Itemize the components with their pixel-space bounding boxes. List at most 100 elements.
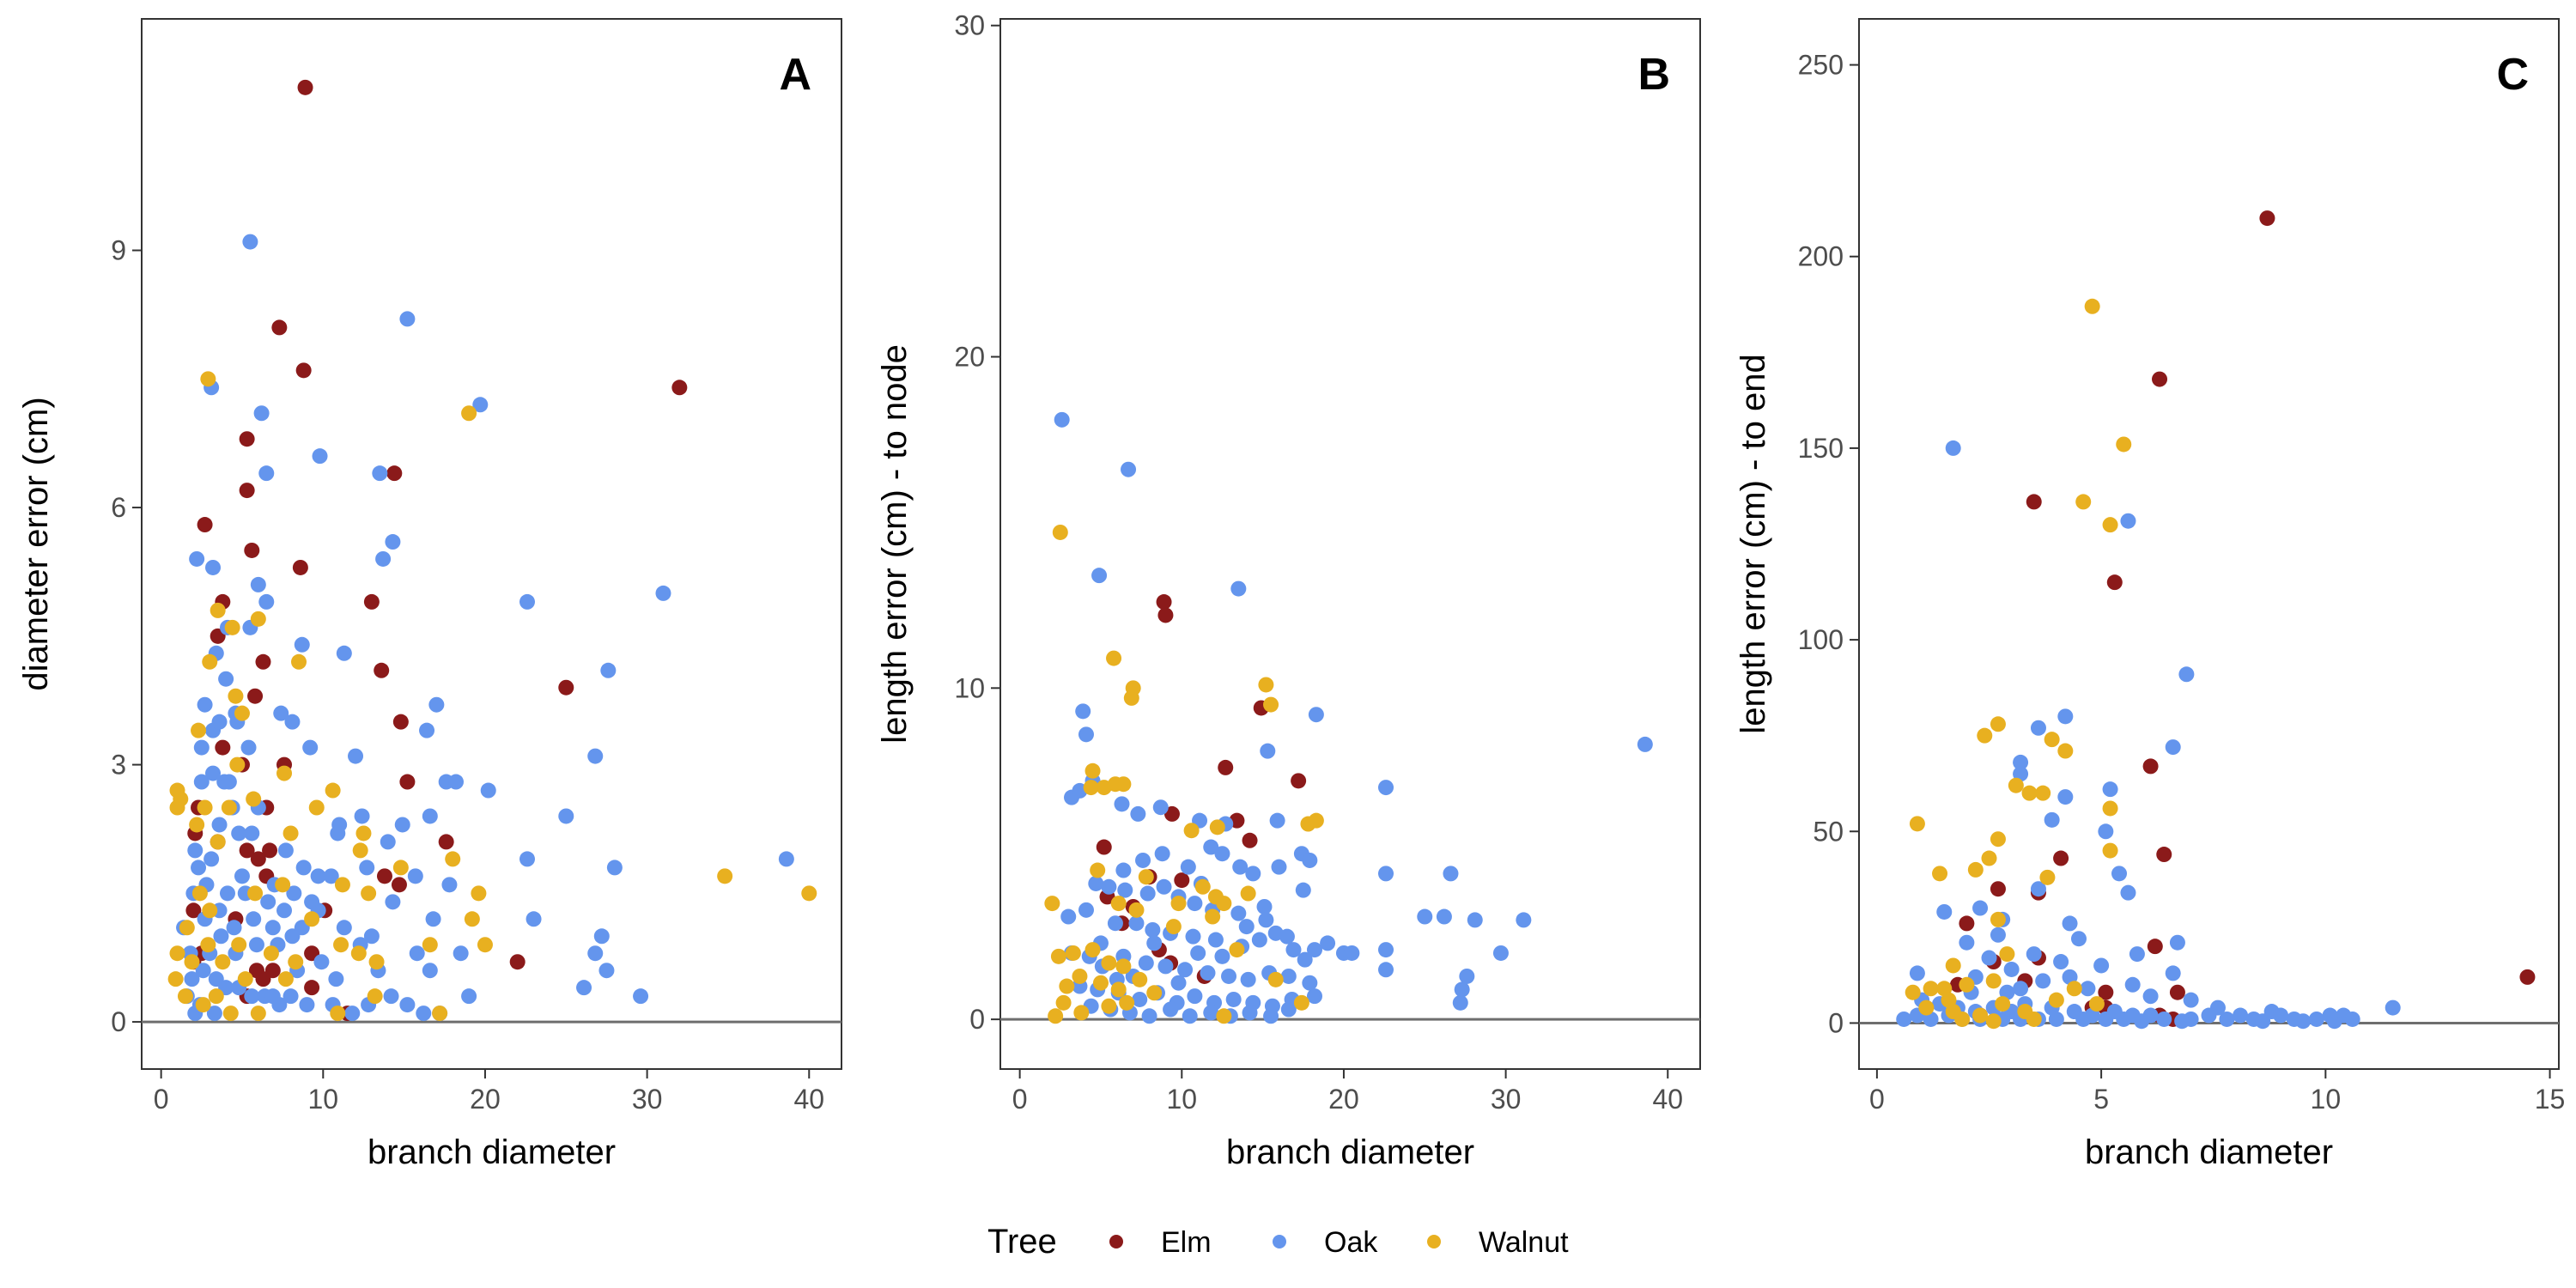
data-point-oak xyxy=(250,576,266,592)
data-point-oak xyxy=(260,894,276,910)
data-point-walnut xyxy=(1990,716,2006,732)
data-point-elm xyxy=(1990,881,2006,897)
data-point-oak xyxy=(204,851,220,867)
data-point-oak xyxy=(205,765,222,781)
data-point-oak xyxy=(302,739,319,756)
data-point-oak xyxy=(1200,965,1216,981)
data-point-walnut xyxy=(222,1005,239,1022)
data-point-oak xyxy=(344,1005,361,1022)
data-point-elm xyxy=(262,842,278,859)
data-point-walnut xyxy=(1107,776,1123,793)
data-point-elm xyxy=(1174,872,1190,889)
data-point-elm xyxy=(2156,847,2172,863)
data-point-oak xyxy=(2102,781,2118,798)
data-point-oak xyxy=(399,311,416,327)
data-point-oak xyxy=(248,937,264,953)
data-point-oak xyxy=(2030,881,2046,897)
data-point-oak xyxy=(1101,878,1117,895)
data-point-walnut xyxy=(2039,869,2056,885)
x-axis-title: branch diameter xyxy=(368,1133,616,1171)
data-point-oak xyxy=(1114,796,1130,812)
data-point-oak xyxy=(1271,859,1287,875)
data-point-oak xyxy=(606,860,623,876)
data-point-oak xyxy=(422,808,438,824)
data-point-elm xyxy=(250,851,266,867)
data-point-oak xyxy=(1130,805,1146,822)
data-point-walnut xyxy=(210,834,226,850)
x-tick-label: 30 xyxy=(632,1084,663,1115)
data-point-oak xyxy=(576,980,592,996)
y-axis-title: length error (cm) - to node xyxy=(876,344,914,744)
data-point-walnut xyxy=(169,799,185,816)
panel-label: A xyxy=(779,50,811,100)
data-point-elm xyxy=(271,319,288,336)
data-point-walnut xyxy=(1300,816,1316,832)
data-point-oak xyxy=(226,920,242,936)
data-point-walnut xyxy=(200,371,216,387)
data-point-oak xyxy=(1308,707,1324,723)
data-point-walnut xyxy=(1084,762,1101,779)
data-point-oak xyxy=(336,920,352,936)
data-point-oak xyxy=(2075,1011,2092,1027)
data-point-walnut xyxy=(1146,985,1163,1001)
data-point-walnut xyxy=(464,911,480,927)
data-point-walnut xyxy=(1044,896,1060,912)
data-point-elm xyxy=(2169,984,2185,1000)
data-point-oak xyxy=(258,465,275,482)
data-point-oak xyxy=(187,842,204,859)
data-point-oak xyxy=(778,851,794,867)
data-point-elm xyxy=(386,465,403,482)
x-axis-title: branch diameter xyxy=(2085,1133,2333,1171)
data-point-walnut xyxy=(1263,696,1279,713)
data-point-walnut xyxy=(1932,866,1948,882)
data-point-oak xyxy=(2030,720,2046,736)
data-point-walnut xyxy=(1959,976,1975,993)
data-point-walnut xyxy=(1205,908,1221,925)
data-point-oak xyxy=(1214,948,1230,964)
data-point-oak xyxy=(419,722,435,738)
panel-border xyxy=(141,18,842,1070)
data-point-oak xyxy=(1088,875,1104,891)
data-point-walnut xyxy=(717,868,733,884)
data-point-oak xyxy=(1492,945,1509,961)
data-point-oak xyxy=(1240,971,1256,987)
data-point-oak xyxy=(2035,973,2051,989)
data-point-oak xyxy=(1152,799,1169,816)
data-point-oak xyxy=(428,696,445,713)
data-point-elm xyxy=(239,842,255,859)
data-point-oak xyxy=(1146,935,1163,951)
data-point-oak xyxy=(1207,932,1224,948)
data-point-walnut xyxy=(801,885,817,902)
data-point-oak xyxy=(2336,1007,2352,1024)
data-point-oak xyxy=(2142,988,2159,1005)
y-tick-label: 0 xyxy=(969,1004,985,1035)
data-point-oak xyxy=(348,748,364,764)
data-point-walnut xyxy=(283,825,299,841)
data-point-oak xyxy=(1454,981,1470,998)
data-point-walnut xyxy=(288,954,304,970)
data-point-oak xyxy=(2255,1013,2271,1030)
data-point-walnut xyxy=(2102,517,2118,533)
data-point-oak xyxy=(206,1005,222,1022)
data-point-walnut xyxy=(1972,1007,1989,1024)
data-point-oak xyxy=(1260,743,1276,759)
data-point-oak xyxy=(1185,928,1201,945)
data-point-walnut xyxy=(250,1005,266,1022)
y-tick-label: 10 xyxy=(954,672,985,703)
data-point-oak xyxy=(526,911,542,927)
data-point-elm xyxy=(399,774,416,790)
data-point-elm xyxy=(295,362,312,379)
data-point-oak xyxy=(195,963,211,979)
data-point-elm xyxy=(2142,758,2159,775)
data-point-oak xyxy=(2057,789,2074,805)
data-point-oak xyxy=(655,585,671,601)
data-point-oak xyxy=(1378,866,1394,882)
data-point-oak xyxy=(385,894,401,910)
data-point-walnut xyxy=(1209,819,1225,835)
data-point-walnut xyxy=(1990,831,2006,848)
data-point-elm xyxy=(671,380,688,396)
data-point-elm xyxy=(558,679,574,696)
data-point-walnut xyxy=(1999,946,2015,963)
data-point-walnut xyxy=(1905,984,1921,1000)
